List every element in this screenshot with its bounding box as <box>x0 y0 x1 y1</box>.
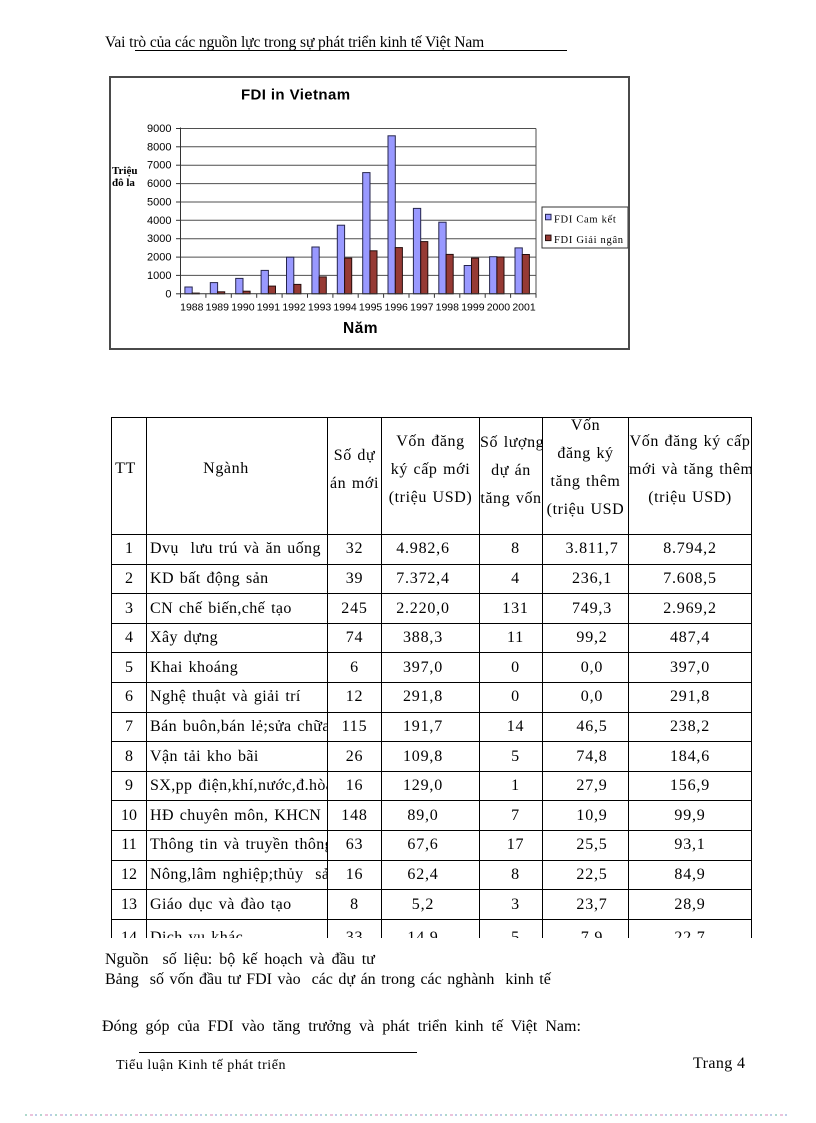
svg-text:1988: 1988 <box>180 302 204 314</box>
svg-text:1995: 1995 <box>359 302 383 314</box>
svg-text:7000: 7000 <box>147 160 171 172</box>
svg-text:1000: 1000 <box>147 270 171 282</box>
svg-text:đô la: đô la <box>112 177 135 189</box>
svg-text:4000: 4000 <box>147 215 171 227</box>
svg-text:9000: 9000 <box>147 123 171 135</box>
svg-text:8000: 8000 <box>147 141 171 153</box>
svg-text:1998: 1998 <box>436 302 460 314</box>
svg-text:2000: 2000 <box>487 302 511 314</box>
svg-text:Năm: Năm <box>343 320 378 337</box>
svg-text:2001: 2001 <box>512 302 536 314</box>
svg-text:5000: 5000 <box>147 197 171 209</box>
svg-text:1992: 1992 <box>282 302 306 314</box>
svg-text:0: 0 <box>165 288 171 300</box>
svg-text:1989: 1989 <box>206 302 230 314</box>
svg-text:Triệu: Triệu <box>112 165 137 177</box>
svg-text:FDI in Vietnam: FDI in Vietnam <box>241 87 351 104</box>
svg-text:2000: 2000 <box>147 252 171 264</box>
svg-text:1996: 1996 <box>385 302 409 314</box>
svg-text:1997: 1997 <box>410 302 434 314</box>
svg-text:1991: 1991 <box>257 302 281 314</box>
svg-text:1999: 1999 <box>461 302 485 314</box>
svg-text:1994: 1994 <box>333 302 357 314</box>
svg-text:1993: 1993 <box>308 302 332 314</box>
svg-text:1990: 1990 <box>231 302 255 314</box>
svg-text:3000: 3000 <box>147 233 171 245</box>
svg-text:6000: 6000 <box>147 178 171 190</box>
svg-text:FDI Cam kết: FDI Cam kết <box>554 214 617 225</box>
svg-text:FDI Giải ngân: FDI Giải ngân <box>554 235 624 246</box>
